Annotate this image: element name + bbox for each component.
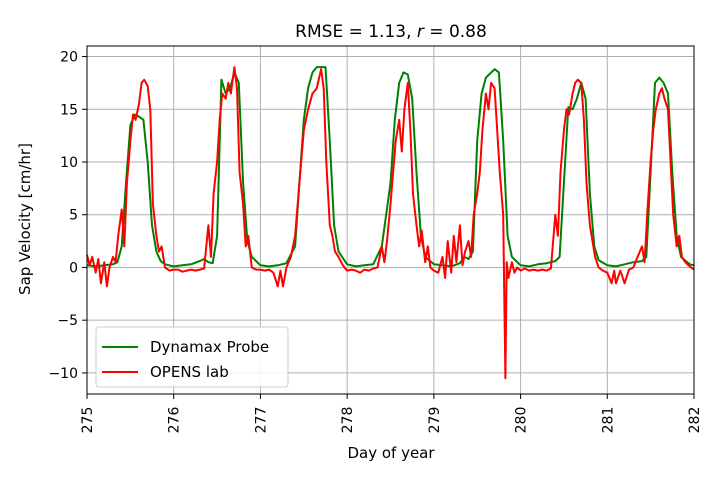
x-tick-label: 281 xyxy=(600,407,616,434)
y-tick-label: 5 xyxy=(69,208,78,224)
x-tick-label: 278 xyxy=(340,407,356,434)
legend-box xyxy=(95,326,289,388)
y-axis-label: Sap Velocity [cm/hr] xyxy=(16,143,34,295)
x-tick-label: 279 xyxy=(427,407,443,434)
x-tick-label: 280 xyxy=(514,407,530,434)
series-line-dynamax-probe xyxy=(86,66,695,268)
plot-frame xyxy=(86,45,695,395)
x-tick-label: 275 xyxy=(80,407,96,434)
y-tick-label: 15 xyxy=(60,102,78,118)
legend: Dynamax Probe OPENS lab xyxy=(95,326,289,388)
x-tick-label: 276 xyxy=(167,407,183,434)
y-tick-label: 10 xyxy=(60,155,78,171)
grid-lines xyxy=(86,46,695,394)
axis-ticks: 275 276 277 278 279 280 281 282 20 15 10 5 0 −5 −10 xyxy=(48,50,703,434)
x-axis-label: Day of year xyxy=(347,444,435,462)
y-tick-label: −5 xyxy=(57,313,78,329)
y-tick-label: 20 xyxy=(60,50,78,66)
x-tick-label: 282 xyxy=(687,407,703,434)
x-tick-label: 277 xyxy=(253,407,269,434)
chart-title: RMSE = 1.13, r = 0.88 xyxy=(295,22,487,42)
series-line-opens-lab xyxy=(86,66,695,380)
y-tick-label: −10 xyxy=(48,366,78,382)
legend-entry-dynamax-probe: Dynamax Probe xyxy=(150,338,269,356)
series-layer xyxy=(86,66,695,380)
legend-entry-opens-lab: OPENS lab xyxy=(150,363,229,381)
y-tick-label: 0 xyxy=(69,260,78,276)
